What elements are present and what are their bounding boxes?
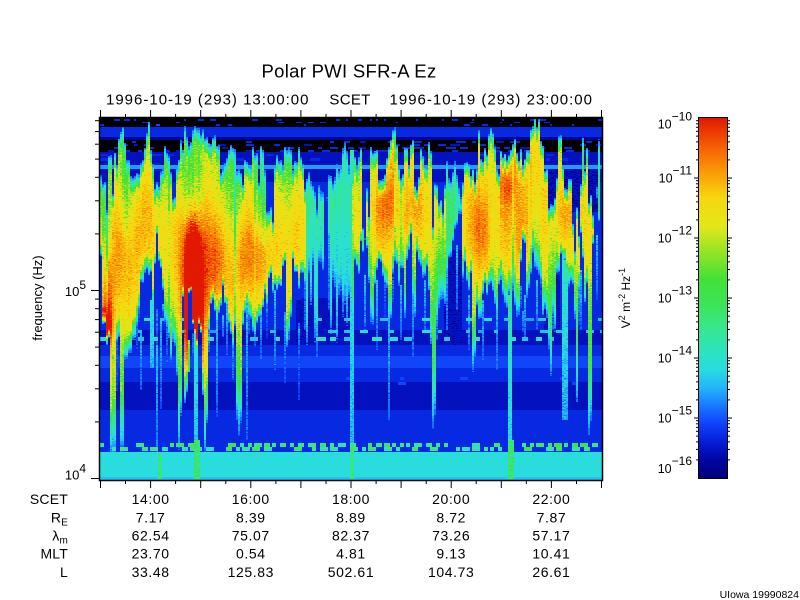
svg-text:1996-10-19 (293) 23:00:00: 1996-10-19 (293) 23:00:00 <box>390 92 593 109</box>
svg-text:73.26: 73.26 <box>432 528 470 544</box>
svg-text:23.70: 23.70 <box>132 546 170 562</box>
svg-text:82.37: 82.37 <box>332 528 370 544</box>
svg-text:26.61: 26.61 <box>532 564 570 580</box>
svg-text:V2 m-2 Hz-1: V2 m-2 Hz-1 <box>617 268 633 328</box>
svg-text:33.48: 33.48 <box>132 564 170 580</box>
svg-text:7.17: 7.17 <box>136 510 166 526</box>
svg-text:0.54: 0.54 <box>236 546 266 562</box>
svg-text:502.61: 502.61 <box>328 564 374 580</box>
svg-text:9.13: 9.13 <box>436 546 466 562</box>
svg-text:1996-10-19 (293) 13:00:00: 1996-10-19 (293) 13:00:00 <box>106 92 309 109</box>
svg-text:UIowa 19990824: UIowa 19990824 <box>720 589 800 600</box>
svg-text:14:00: 14:00 <box>132 491 170 507</box>
svg-text:7.87: 7.87 <box>537 510 567 526</box>
svg-text:16:00: 16:00 <box>232 491 270 507</box>
svg-text:SCET: SCET <box>30 491 68 507</box>
svg-text:L: L <box>60 564 68 580</box>
svg-text:MLT: MLT <box>40 546 68 562</box>
svg-text:10.41: 10.41 <box>532 546 570 562</box>
svg-text:SCET: SCET <box>329 92 370 109</box>
svg-text:4.81: 4.81 <box>336 546 366 562</box>
svg-text:125.83: 125.83 <box>228 564 274 580</box>
svg-text:18:00: 18:00 <box>332 491 370 507</box>
svg-text:62.54: 62.54 <box>132 528 170 544</box>
svg-text:22:00: 22:00 <box>532 491 570 507</box>
svg-text:8.89: 8.89 <box>336 510 366 526</box>
svg-text:Polar PWI SFR-A Ez: Polar PWI SFR-A Ez <box>261 61 436 82</box>
svg-text:75.07: 75.07 <box>232 528 270 544</box>
svg-text:8.72: 8.72 <box>436 510 466 526</box>
svg-text:frequency (Hz): frequency (Hz) <box>30 255 45 340</box>
svg-text:57.17: 57.17 <box>532 528 570 544</box>
svg-text:20:00: 20:00 <box>432 491 470 507</box>
svg-text:104.73: 104.73 <box>428 564 474 580</box>
svg-text:8.39: 8.39 <box>236 510 266 526</box>
